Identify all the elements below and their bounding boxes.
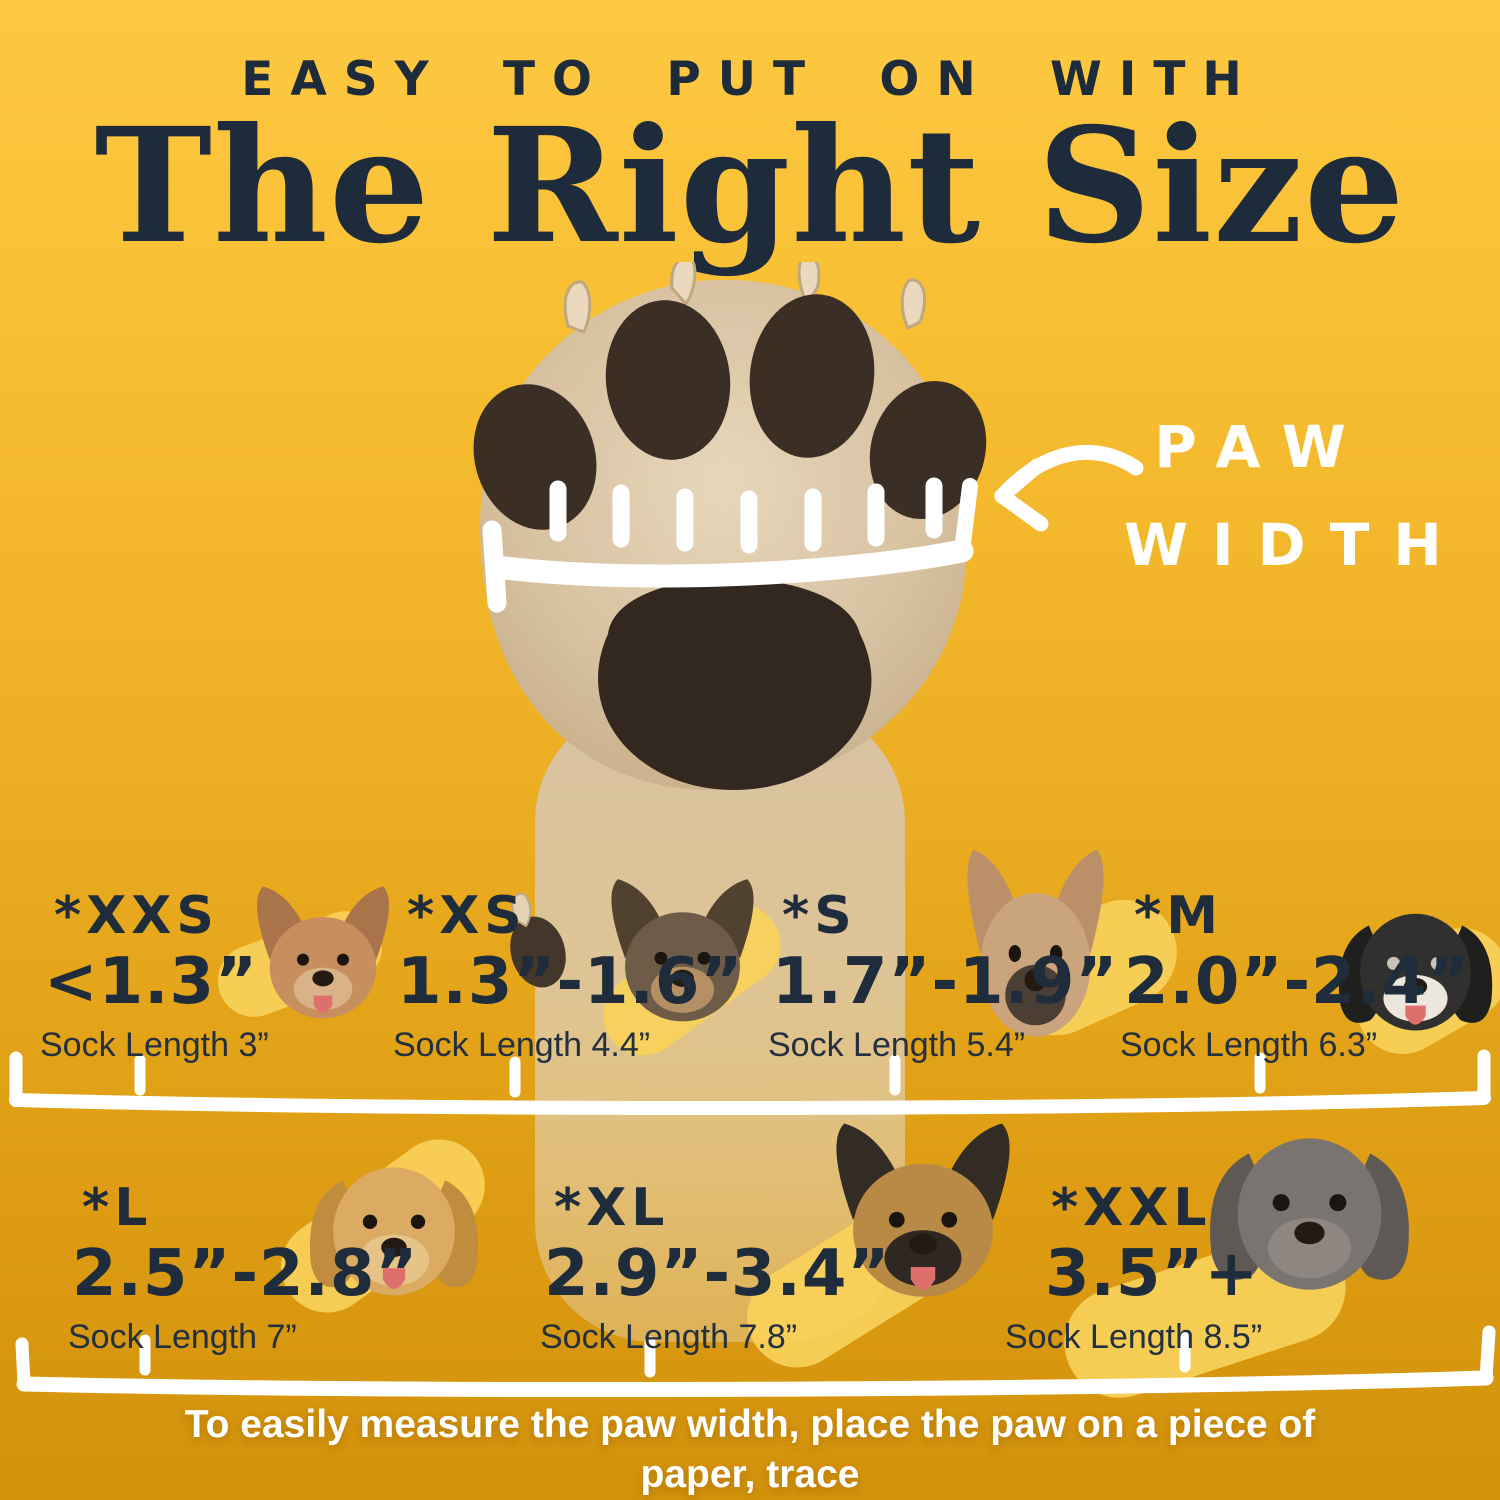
- paw-width-range: 1.3”-1.6”: [397, 945, 744, 1019]
- size-card-xxl: *XXL 3.5”+ Sock Length 8.5”: [1005, 1182, 1262, 1354]
- size-code: *XXS: [54, 886, 219, 946]
- headline-kicker: EASY TO PUT ON WITH: [241, 52, 1259, 107]
- size-code: *XS: [407, 886, 527, 946]
- paw-width-annotation-line2: WIDTH: [1124, 511, 1466, 579]
- sock-length: Sock Length 8.5”: [1005, 1318, 1263, 1356]
- size-card-xxs: *XXS <1.3” Sock Length 3”: [40, 890, 269, 1062]
- paw-width-annotation: PAW WIDTH: [1100, 413, 1466, 579]
- size-card-l: *L 2.5”-2.8” Sock Length 7”: [68, 1182, 418, 1354]
- sock-length: Sock Length 7”: [68, 1318, 297, 1356]
- sock-length: Sock Length 3”: [40, 1026, 269, 1064]
- paw-width-range: 1.7”-1.9”: [772, 945, 1119, 1019]
- paw-width-range: 2.0”-2.4”: [1124, 945, 1471, 1019]
- paw-width-range: 2.5”-2.8”: [72, 1237, 419, 1311]
- measuring-instructions: To easily measure the paw width, place t…: [150, 1400, 1350, 1500]
- paw-leg: [535, 702, 905, 1342]
- measuring-instructions-line1: To easily measure the paw width, place t…: [184, 1403, 1316, 1496]
- size-card-xs: *XS 1.3”-1.6” Sock Length 4.4”: [393, 890, 743, 1062]
- paw-width-range: 3.5”+: [1045, 1237, 1260, 1311]
- paw-width-range: 2.9”-3.4”: [544, 1237, 891, 1311]
- size-code: *M: [1134, 886, 1223, 946]
- size-code: *XXL: [1051, 1178, 1212, 1238]
- sock-length: Sock Length 6.3”: [1120, 1026, 1378, 1064]
- size-code: *XL: [554, 1178, 670, 1238]
- paw-width-annotation-line1: PAW: [1154, 413, 1370, 481]
- size-code: *S: [782, 886, 857, 946]
- size-card-m: *M 2.0”-2.4” Sock Length 6.3”: [1120, 890, 1470, 1062]
- sock-length: Sock Length 7.8”: [540, 1318, 798, 1356]
- page-title: The Right Size: [94, 94, 1406, 279]
- size-code: *L: [82, 1178, 153, 1238]
- sock-length: Sock Length 4.4”: [393, 1026, 651, 1064]
- size-card-s: *S 1.7”-1.9” Sock Length 5.4”: [768, 890, 1118, 1062]
- paw-width-range: <1.3”: [44, 945, 259, 1019]
- size-card-xl: *XL 2.9”-3.4” Sock Length 7.8”: [540, 1182, 890, 1354]
- sock-length: Sock Length 5.4”: [768, 1026, 1026, 1064]
